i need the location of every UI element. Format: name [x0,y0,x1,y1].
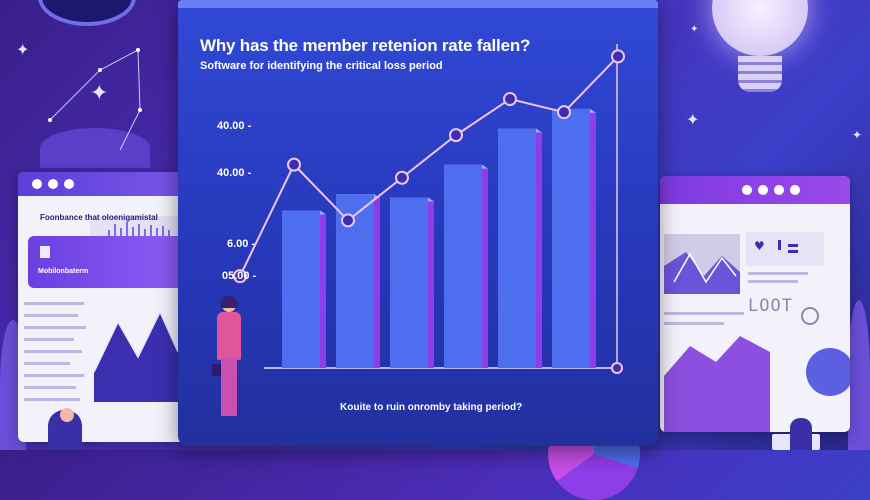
line-point [395,170,409,185]
right-dashboard-window: ♥ [660,176,850,432]
person-standing [217,312,241,360]
svg-text:♥: ♥ [754,239,765,253]
sparkle-icon: ✦ [686,112,700,129]
sparkle-icon: ✦ [16,42,30,59]
window-controls [742,185,800,195]
left-window-badge-text: Mobilonbaterm [38,268,89,275]
bar-side [374,198,380,368]
line-series [233,49,625,374]
line-point [341,213,355,228]
panel-top-band [178,0,658,8]
bar [444,164,482,368]
line-point [503,92,517,107]
y-tick-label: 40.00 - [217,120,252,132]
right-window-graphics: ♥ [664,232,850,432]
line-point [611,49,625,64]
bar-side [428,201,434,368]
line-end-point [611,362,623,374]
line-point [233,269,247,284]
chart-caption: Kouite to ruin onromby taking period? [340,402,523,413]
bar-side [590,112,596,368]
person-bag [212,364,221,376]
decor-plant [848,300,870,450]
bar-series [282,108,596,368]
bookmark-icon [40,246,50,258]
bar-line-chart [233,44,625,374]
bar [552,108,590,368]
decor-hill [40,128,150,168]
person-legs [221,358,237,416]
line-point [557,105,571,120]
y-tick-label: 40.00 - [217,167,252,179]
sparkle-icon: ✦ [852,128,863,142]
sparkle-icon: ✦ [90,80,109,105]
chart-title: Why has the member retenion rate fallen? [200,36,531,55]
y-tick-label: 6.00 - [227,238,256,250]
bar-side [536,132,542,368]
left-window-badge [28,236,178,288]
right-window-logo-text: LOOT [748,296,793,316]
left-window-heading: Foonbance that oloenigamistal [40,213,158,222]
sparkle-icon: ✦ [690,24,699,35]
chart-subtitle: Software for identifying the critical lo… [200,60,443,72]
bar-side [482,168,488,368]
constellation-lines [48,48,142,151]
line-point [287,157,301,172]
line-point [449,128,463,143]
person-hair [220,296,238,308]
window-controls [32,179,74,189]
lightbulb-base [738,56,782,92]
left-window-titlebar [18,172,188,196]
bar [282,210,320,368]
person-figure-bottom-right [790,418,812,450]
y-tick-label: 05.00 - [222,270,257,282]
trend-line [239,55,619,277]
right-window-titlebar [660,176,850,204]
bar [390,197,428,368]
bar [498,128,536,368]
bar-side [320,214,326,368]
person-head [60,408,74,422]
